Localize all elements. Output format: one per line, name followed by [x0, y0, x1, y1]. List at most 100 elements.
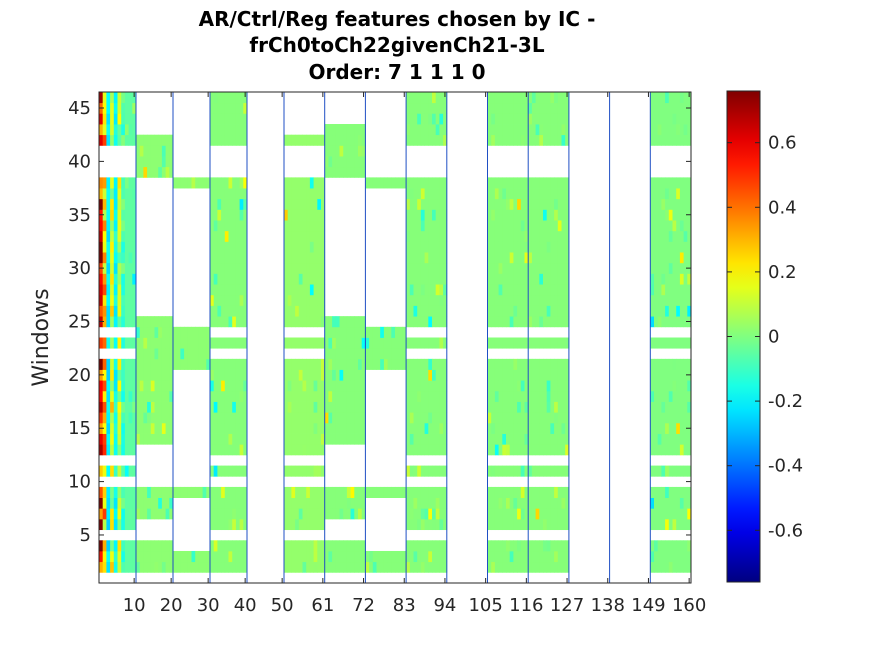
heatmap-cell [535, 284, 540, 296]
heatmap-cell [210, 540, 215, 552]
heatmap-cell [513, 273, 518, 285]
heatmap-cell [173, 550, 178, 563]
heatmap-cell [124, 401, 129, 413]
heatmap-cell [509, 124, 514, 136]
heatmap-cell [657, 497, 662, 509]
heatmap-cell [672, 188, 677, 200]
heatmap-cell [213, 124, 218, 136]
heatmap-cell [239, 486, 244, 498]
heatmap-cell [443, 252, 448, 264]
heatmap-cell [554, 284, 559, 296]
heatmap-cell [121, 380, 126, 392]
heatmap-cell [665, 422, 670, 434]
heatmap-cell [232, 198, 237, 210]
heatmap-cell [317, 241, 322, 253]
heatmap-cell [513, 305, 518, 317]
heatmap-cell [124, 561, 129, 573]
heatmap-cell [420, 230, 425, 242]
heatmap-cell [128, 124, 133, 136]
heatmap-cell [335, 134, 340, 146]
heatmap-cell [654, 369, 659, 381]
heatmap-cell [435, 102, 440, 114]
heatmap-cell [291, 188, 296, 200]
heatmap-cell [132, 188, 137, 200]
heatmap-cell [117, 518, 122, 531]
heatmap-cell [528, 188, 533, 200]
heatmap-cell [513, 102, 518, 114]
heatmap-cell [150, 369, 155, 381]
heatmap-cell [509, 380, 514, 392]
heatmap-cell [376, 358, 381, 370]
heatmap-cell [406, 92, 411, 104]
heatmap-cell [661, 198, 666, 210]
heatmap-cell [550, 518, 555, 531]
heatmap-cell [565, 390, 570, 402]
heatmap-cell [657, 262, 662, 274]
heatmap-cell [524, 220, 529, 232]
heatmap-cell [432, 92, 437, 104]
heatmap-cell [395, 561, 400, 573]
heatmap-cell [665, 401, 670, 413]
heatmap-cell [417, 262, 422, 274]
heatmap-cell [517, 188, 522, 200]
heatmap-cell [217, 401, 222, 413]
heatmap-cell [102, 241, 107, 253]
heatmap-cell [128, 262, 133, 274]
heatmap-cell [498, 508, 503, 520]
heatmap-cell [517, 294, 522, 306]
heatmap-cell [654, 92, 659, 104]
heatmap-cell [502, 561, 507, 573]
heatmap-cell [665, 262, 670, 274]
heatmap-cell [284, 486, 289, 498]
heatmap-cell [509, 262, 514, 274]
heatmap-cell [506, 433, 511, 445]
heatmap-cell [432, 380, 437, 392]
heatmap-cell [191, 486, 196, 498]
heatmap-cell [494, 220, 499, 232]
heatmap-cell [132, 390, 137, 402]
heatmap-cell [124, 380, 129, 392]
heatmap-cell [420, 198, 425, 210]
heatmap-cell [150, 134, 155, 146]
heatmap-cell [158, 369, 163, 381]
heatmap-cell [217, 316, 222, 328]
heatmap-cell [121, 273, 126, 285]
heatmap-cell [524, 518, 529, 531]
heatmap-cell [672, 273, 677, 285]
heatmap-cell [132, 433, 137, 445]
heatmap-cell [657, 444, 662, 456]
heatmap-cell [543, 209, 548, 221]
heatmap-cell [195, 337, 200, 349]
heatmap-cell [502, 220, 507, 232]
heatmap-cell [498, 102, 503, 114]
heatmap-cell [302, 486, 307, 498]
heatmap-cell [383, 348, 388, 360]
heatmap-cell [413, 220, 418, 232]
heatmap-cell [494, 92, 499, 104]
heatmap-cell [554, 102, 559, 114]
heatmap-cell [147, 134, 152, 146]
heatmap-cell [509, 220, 514, 232]
heatmap-cell [169, 422, 174, 434]
heatmap-cell [335, 401, 340, 413]
heatmap-cell [498, 198, 503, 210]
heatmap-cell [543, 380, 548, 392]
heatmap-cell [517, 102, 522, 114]
heatmap-cell [321, 230, 326, 242]
heatmap-cell [428, 390, 433, 402]
heatmap-cell [332, 508, 337, 520]
heatmap-cell [443, 198, 448, 210]
heatmap-cell [668, 134, 673, 146]
heatmap-cell [557, 305, 562, 317]
heatmap-cell [287, 241, 292, 253]
heatmap-cell [498, 444, 503, 456]
heatmap-cell [335, 508, 340, 520]
heatmap-cell [406, 422, 411, 434]
heatmap-cell [546, 369, 551, 381]
heatmap-cell [302, 433, 307, 445]
heatmap-cell [528, 412, 533, 424]
heatmap-cell [557, 497, 562, 509]
heatmap-cell [358, 326, 363, 338]
heatmap-cell [502, 188, 507, 200]
heatmap-cell [324, 369, 329, 381]
